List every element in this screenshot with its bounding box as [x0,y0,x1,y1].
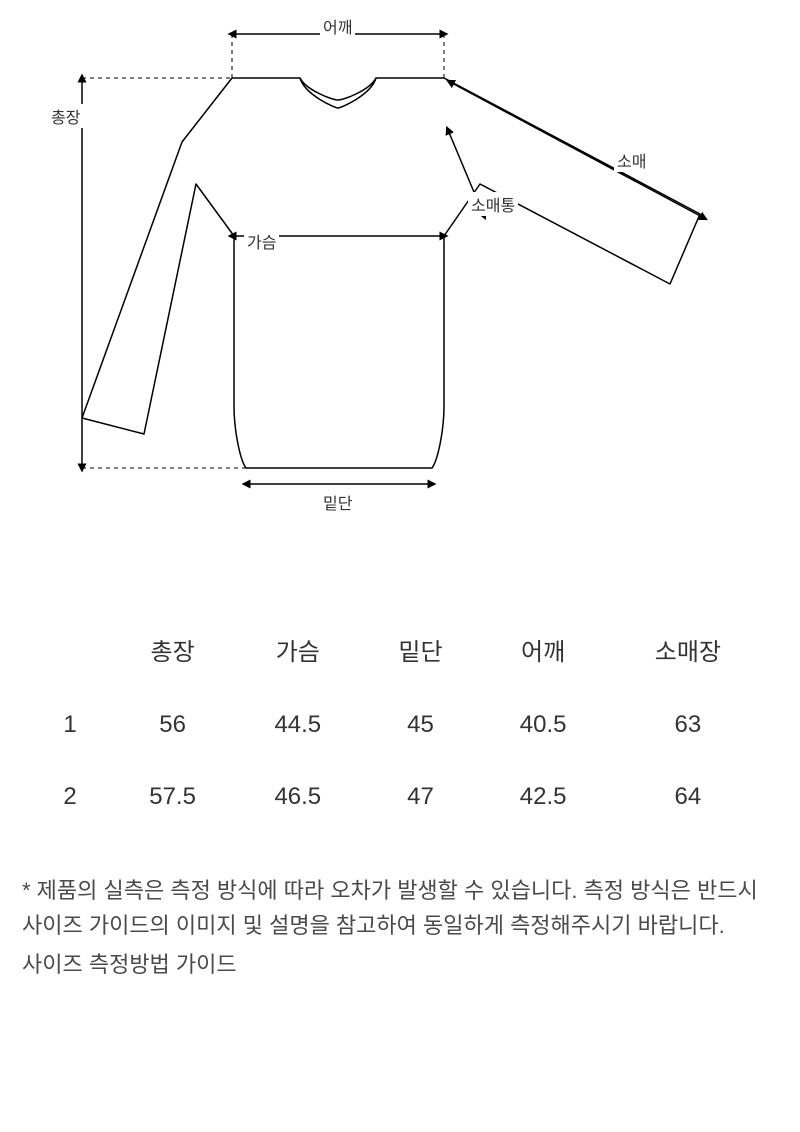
table-row: 1 56 44.5 45 40.5 63 [30,689,770,761]
label-length: 총장 [48,104,83,128]
cell: 64 [606,761,770,833]
label-sleeve-width: 소매통 [468,192,518,216]
measurement-notes: * 제품의 실측은 측정 방식에 따라 오차가 발생할 수 있습니다. 측정 방… [0,833,800,1017]
cell: 1 [30,689,110,761]
col-sleeve: 소매장 [606,610,770,689]
cell: 46.5 [235,761,360,833]
label-chest: 가슴 [244,229,279,253]
col-shoulder: 어깨 [481,610,606,689]
cell: 56 [110,689,235,761]
table-header-row: 총장 가슴 밑단 어깨 소매장 [30,610,770,689]
col-size [30,610,110,689]
shirt-measurement-diagram: 어깨 총장 가슴 밑단 소매통 소매 [0,0,800,540]
table-row: 2 57.5 46.5 47 42.5 64 [30,761,770,833]
note-disclaimer: * 제품의 실측은 측정 방식에 따라 오차가 발생할 수 있습니다. 측정 방… [22,873,778,943]
cell: 57.5 [110,761,235,833]
size-table: 총장 가슴 밑단 어깨 소매장 1 56 44.5 45 40.5 63 2 5… [30,610,770,833]
col-length: 총장 [110,610,235,689]
label-sleeve: 소매 [614,148,649,172]
diagram-svg [0,0,800,540]
cell: 40.5 [481,689,606,761]
cell: 2 [30,761,110,833]
col-chest: 가슴 [235,610,360,689]
cell: 45 [360,689,480,761]
size-table-container: 총장 가슴 밑단 어깨 소매장 1 56 44.5 45 40.5 63 2 5… [0,540,800,833]
label-hem: 밑단 [320,490,355,514]
col-hem: 밑단 [360,610,480,689]
cell: 42.5 [481,761,606,833]
label-shoulder: 어깨 [320,14,355,38]
note-guide-link[interactable]: 사이즈 측정방법 가이드 [22,947,778,982]
cell: 63 [606,689,770,761]
cell: 47 [360,761,480,833]
cell: 44.5 [235,689,360,761]
